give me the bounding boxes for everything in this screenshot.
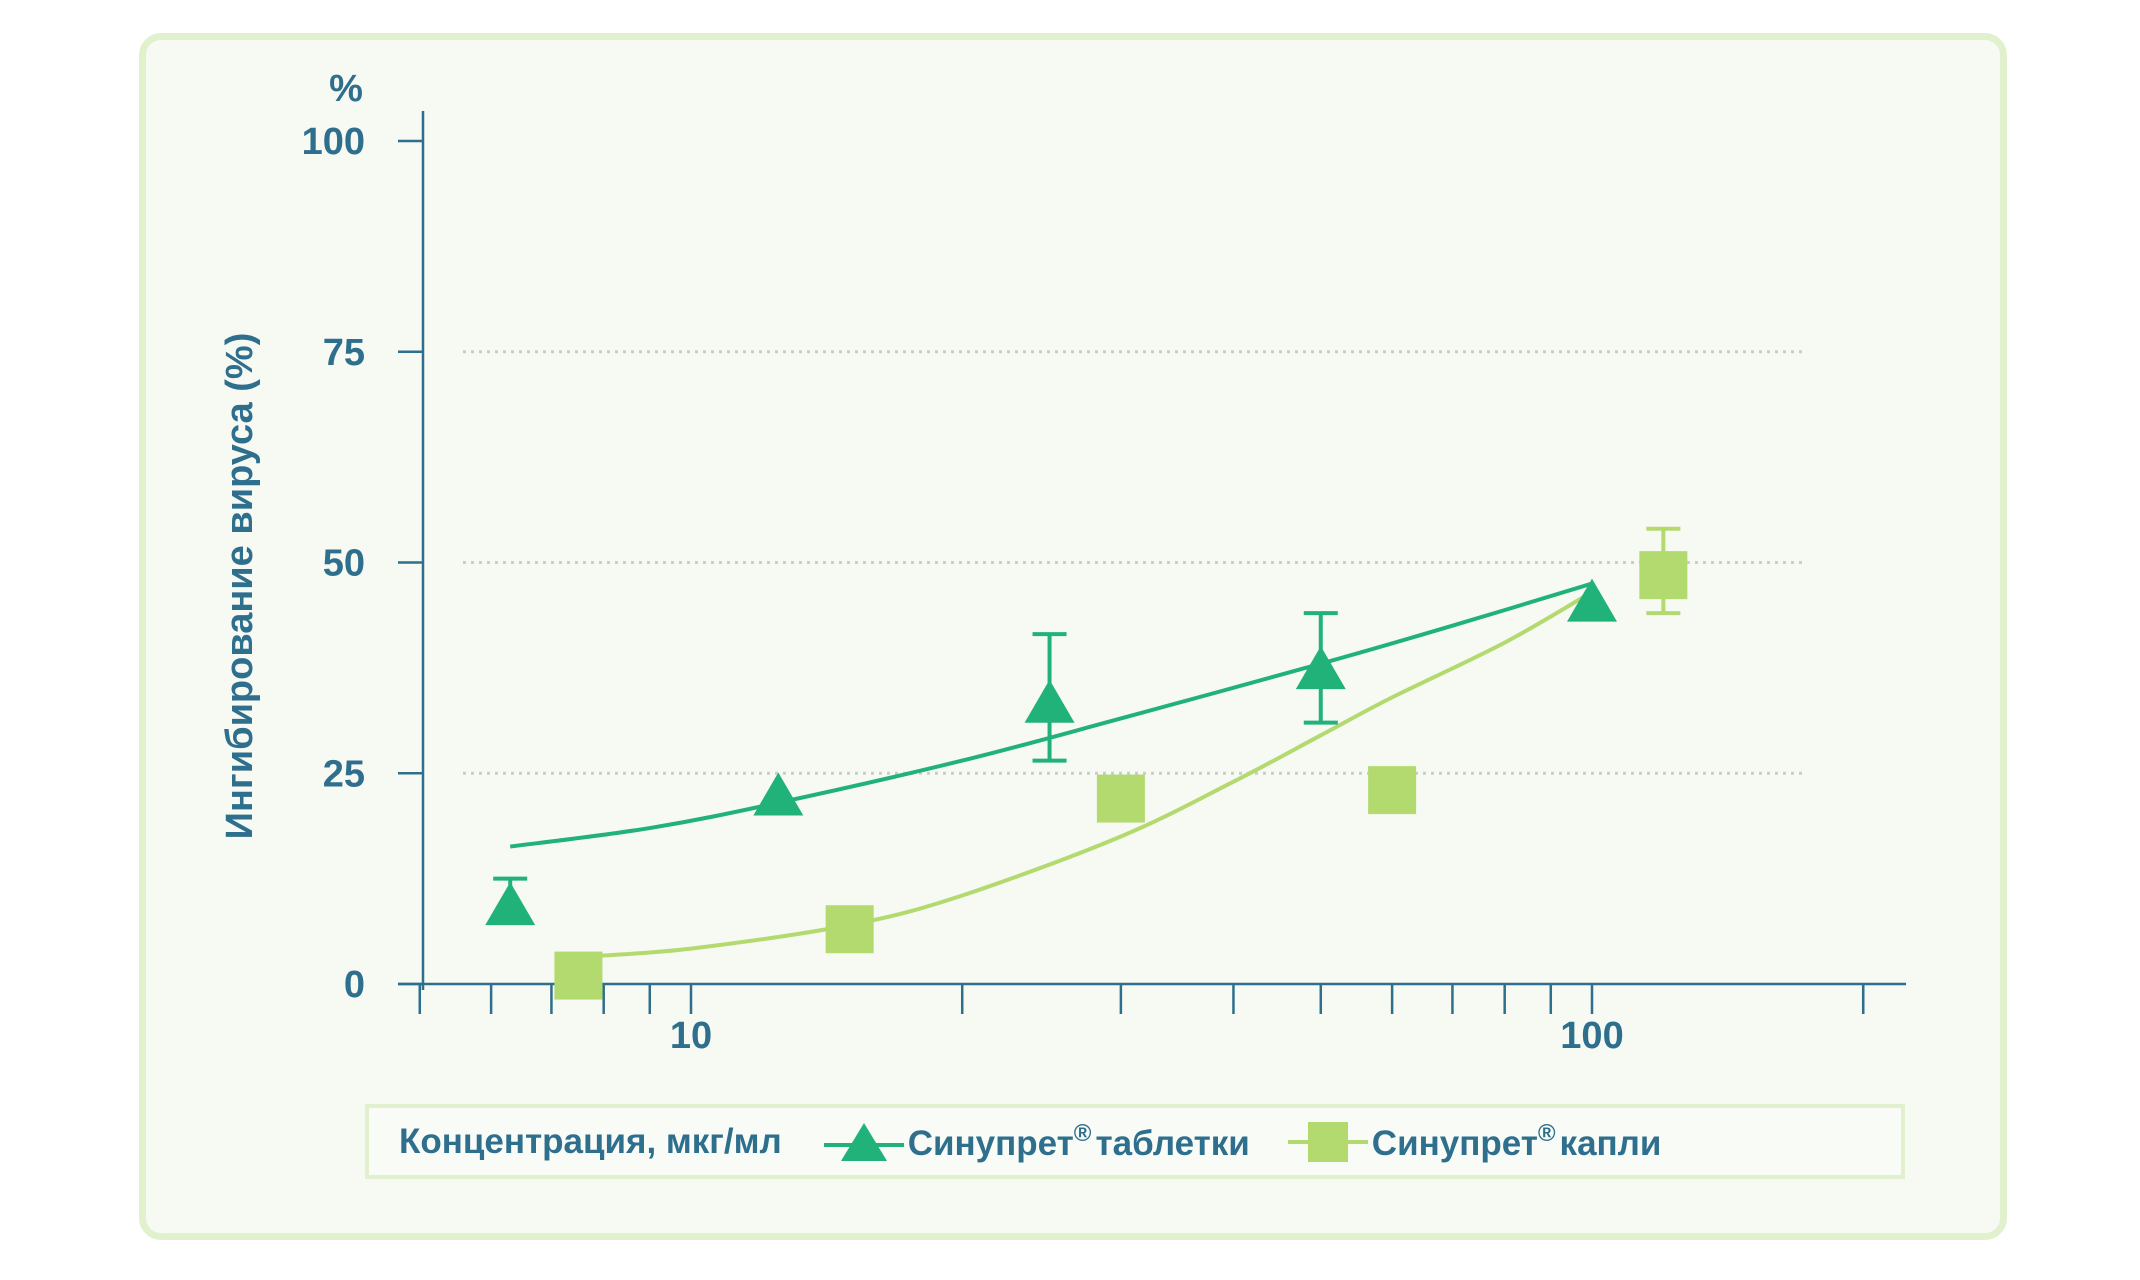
- legend-item-tablets: Синупрет® таблетки: [823, 1117, 1250, 1167]
- x-ticks: 10 100: [418, 984, 1865, 1057]
- square-marker: [1639, 551, 1688, 600]
- square-marker: [554, 951, 603, 1000]
- registered-mark: ®: [1073, 1119, 1092, 1147]
- y-axis-title: Ингибирование вируса (%): [219, 333, 261, 840]
- y-tick-label: 100: [302, 121, 365, 163]
- fit-curve-tablets: [509, 581, 1593, 849]
- y-unit-label: %: [329, 68, 363, 110]
- legend-label-suffix: таблетки: [1095, 1123, 1250, 1163]
- triangle-marker: [1295, 646, 1346, 690]
- y-tick-label: 0: [344, 964, 365, 1006]
- legend-item-drops: Синупрет® капли: [1287, 1117, 1662, 1167]
- triangle-marker: [485, 882, 536, 926]
- y-ticks: 0 25 50 75 100: [302, 121, 423, 1006]
- y-tick-label: 50: [323, 543, 365, 585]
- legend: Концентрация, мкг/мл Синупрет® таблетки С…: [365, 1104, 1905, 1179]
- data-markers: [485, 551, 1688, 1000]
- y-tick-label: 75: [323, 332, 365, 374]
- triangle-marker: [1024, 679, 1075, 723]
- x-tick-label: 100: [1560, 1015, 1623, 1057]
- chart-panel: [139, 33, 2007, 1240]
- triangle-marker-icon: [823, 1122, 904, 1161]
- registered-mark: ®: [1537, 1119, 1556, 1147]
- fit-curve-drops: [578, 590, 1594, 960]
- legend-label-prefix: Синупрет: [1371, 1123, 1538, 1163]
- legend-label-drops: Синупрет® капли: [1372, 1120, 1662, 1164]
- x-tick-label: 10: [670, 1015, 712, 1057]
- fit-curves: [509, 581, 1594, 960]
- legend-label-prefix: Синупрет: [907, 1123, 1074, 1163]
- legend-label-tablets: Синупрет® таблетки: [908, 1120, 1250, 1164]
- grid-lines: [463, 350, 1806, 775]
- x-axis-title: Концентрация, мкг/мл: [399, 1121, 782, 1161]
- y-tick-label: 25: [323, 753, 365, 795]
- square-marker: [825, 905, 874, 954]
- legend-label-suffix: капли: [1559, 1123, 1662, 1163]
- triangle-marker: [753, 772, 804, 816]
- triangle-marker: [1567, 578, 1617, 622]
- square-marker: [1368, 766, 1417, 815]
- square-marker-icon: [1287, 1121, 1368, 1162]
- square-marker: [1096, 774, 1145, 823]
- axes: [398, 111, 1906, 990]
